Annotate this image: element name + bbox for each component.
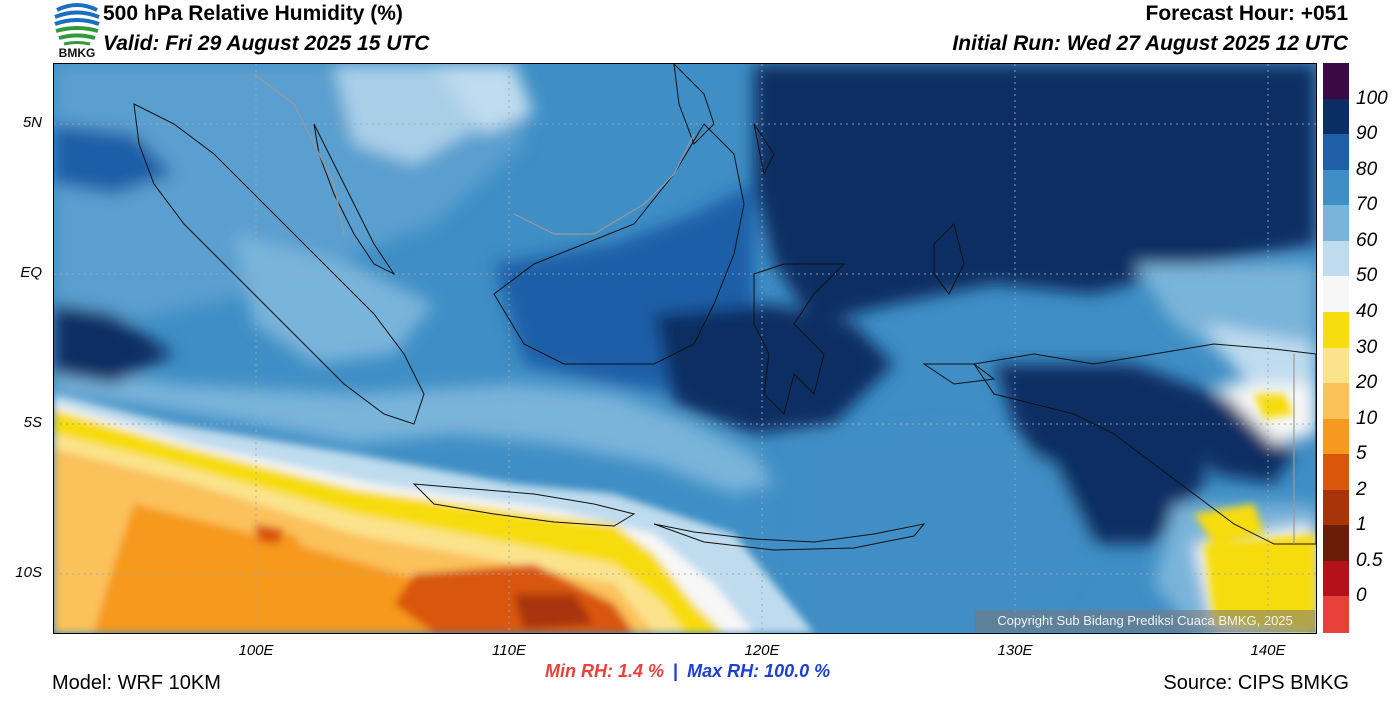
colorbar-segment — [1323, 240, 1349, 277]
colorbar — [1323, 63, 1349, 633]
lat-label-5n: 5N — [22, 114, 42, 131]
initial-run: Initial Run: Wed 27 August 2025 12 UTC — [952, 32, 1348, 55]
max-rh-label: Max RH: — [687, 661, 760, 681]
colorbar-tick-label: 50 — [1356, 265, 1378, 287]
colorbar-tick-label: 10 — [1356, 407, 1378, 429]
colorbar-segment — [1323, 311, 1349, 348]
colorbar-tick-label: 90 — [1356, 123, 1378, 145]
colorbar-tick-label: 70 — [1356, 194, 1378, 216]
colorbar-tick-label: 80 — [1356, 158, 1378, 180]
min-rh-label: Min RH: — [545, 661, 613, 681]
colorbar-segment — [1323, 525, 1349, 562]
colorbar-segment — [1323, 63, 1349, 100]
lat-label-eq: EQ — [20, 264, 42, 281]
min-rh-value: 1.4 % — [618, 661, 665, 681]
colorbar-tick-label: 0.5 — [1356, 549, 1383, 571]
colorbar-tick-label: 1 — [1356, 514, 1367, 536]
colorbar-segment — [1323, 560, 1349, 597]
colorbar-tick-label: 2 — [1356, 478, 1367, 500]
colorbar-segment — [1323, 276, 1349, 313]
rh-stats: Min RH: 1.4 % | Max RH: 100.0 % — [545, 661, 830, 682]
bmkg-logo — [52, 0, 102, 62]
colorbar-tick-label: 0 — [1356, 585, 1367, 607]
colorbar-tick-label: 40 — [1356, 300, 1378, 322]
lon-label-110e: 110E — [492, 642, 526, 659]
stats-separator: | — [673, 661, 679, 681]
colorbar-segment — [1323, 418, 1349, 455]
colorbar-segment — [1323, 383, 1349, 420]
graticule — [54, 64, 1316, 633]
max-rh-value: 100.0 % — [764, 661, 831, 681]
colorbar-segment — [1323, 205, 1349, 242]
colorbar-segment — [1323, 169, 1349, 206]
forecast-hour: Forecast Hour: +051 — [1145, 2, 1349, 25]
colorbar-segment — [1323, 98, 1349, 135]
colorbar-segment — [1323, 347, 1349, 384]
humidity-map — [53, 63, 1317, 634]
colorbar-tick-label: 60 — [1356, 229, 1378, 251]
map-title: 500 hPa Relative Humidity (%) — [103, 2, 403, 25]
copyright-notice: Copyright Sub Bidang Prediksi Cuaca BMKG… — [975, 610, 1315, 632]
logo-text: BMKG — [58, 46, 96, 60]
lat-label-5s: 5S — [23, 414, 42, 431]
lon-label-100e: 100E — [238, 642, 274, 659]
colorbar-segment — [1323, 134, 1349, 171]
colorbar-segment — [1323, 489, 1349, 526]
colorbar-tick-label: 30 — [1356, 336, 1378, 358]
humidity-field — [54, 64, 1316, 633]
colorbar-segment — [1323, 454, 1349, 491]
lon-label-120e: 120E — [744, 642, 780, 659]
colorbar-tick-label: 100 — [1356, 87, 1388, 109]
model-label: Model: WRF 10KM — [52, 672, 221, 694]
valid-time: Valid: Fri 29 August 2025 15 UTC — [103, 32, 430, 55]
colorbar-tick-label: 5 — [1356, 443, 1367, 465]
lon-label-130e: 130E — [997, 642, 1033, 659]
colorbar-tick-label: 20 — [1356, 372, 1378, 394]
lat-label-10s: 10S — [15, 564, 42, 581]
source-label: Source: CIPS BMKG — [1163, 672, 1349, 694]
borders — [253, 73, 1295, 544]
colorbar-segment — [1323, 596, 1349, 633]
coastlines — [133, 64, 1316, 551]
lon-label-140e: 140E — [1250, 642, 1286, 659]
